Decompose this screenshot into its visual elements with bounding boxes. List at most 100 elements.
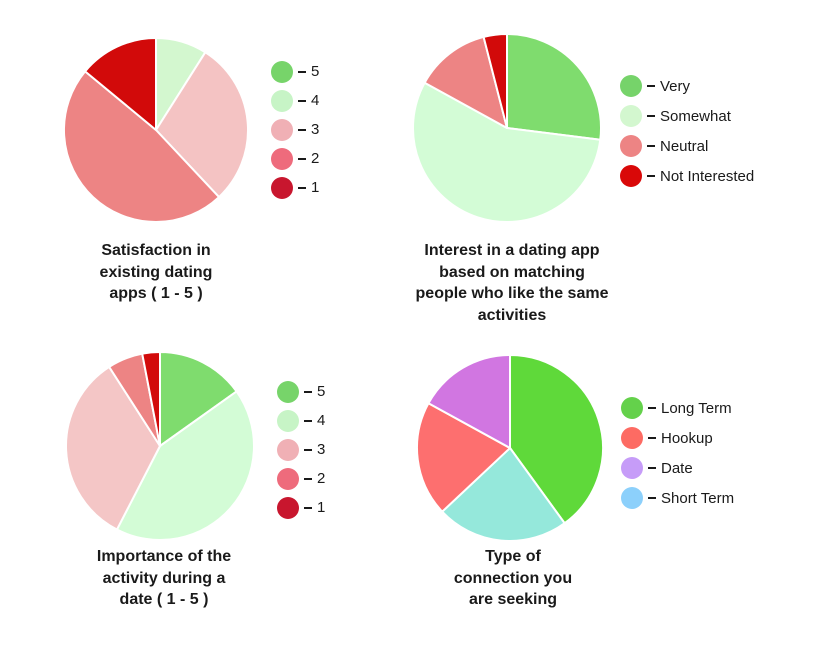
legend-swatch [277,467,299,490]
legend-item-4: 4 [271,86,319,115]
legend-label: 4 [317,412,326,429]
legend-dash [647,85,655,87]
legend-item-3: 3 [271,115,319,144]
legend-label: Long Term [661,399,732,417]
chart-title-line: existing dating [99,263,213,281]
legend-item-short-term: Short Term [621,483,734,513]
legend-item-somewhat: Somewhat [620,101,754,131]
chart-title-line: Importance of the [96,548,232,565]
legend-label: 3 [317,441,326,458]
pie-slice-4 [115,390,255,541]
pie-slice-1 [84,37,157,131]
legend-swatch [277,438,299,461]
pie-slice-hookup [416,402,511,513]
legend-dash [647,145,655,147]
legend-swatch [620,105,642,127]
pie-slice-2 [62,70,220,224]
caption-interest: Interest in a dating app based on matchi… [392,240,632,326]
legend-importance: 5 4 3 2 1 [277,377,325,522]
legend-dash [648,467,656,469]
legend-dash [304,448,312,451]
legend-item-2: 2 [271,144,319,173]
chart-title-line: connection you [453,569,573,587]
pie-slice-long-term [509,354,604,525]
legend-dash [298,186,306,189]
legend-item-4: 4 [277,406,325,435]
legend-dash [298,128,306,131]
legend-connection-type: Long Term Hookup Date Short Term [621,393,734,513]
pie-slice-3 [155,51,249,199]
legend-label: Date [661,459,693,477]
legend-label: Not Interested [660,167,755,185]
chart-title-line: based on matching [439,263,585,281]
legend-label: Very [660,77,691,95]
legend-item-not-interested: Not Interested [620,161,754,191]
legend-label: Hookup [661,429,713,447]
legend-dash [648,437,656,439]
pie-slice-2 [108,352,161,447]
legend-dash [298,157,306,160]
pie-slice-not-interested [482,32,508,129]
chart-title-line: Interest in a dating app [424,242,600,259]
legend-label: 2 [311,150,320,167]
legend-swatch [271,176,293,199]
legend-label: 1 [311,179,320,196]
legend-label: Somewhat [660,107,731,125]
legend-swatch [277,496,299,519]
legend-label: 5 [311,63,320,80]
legend-dash [304,390,312,393]
pie-slice-date [427,354,511,449]
chart-title-line: apps ( 1 - 5 ) [109,285,203,302]
pie-slice-short-term [441,447,566,542]
chart-title-line: people who like the same [415,285,609,302]
legend-dash [304,419,312,422]
legend-label: 3 [311,121,320,138]
legend-dash [298,70,306,73]
chart-title-line: Satisfaction in [101,242,211,259]
legend-label: 4 [311,92,320,109]
legend-item-very: Very [620,71,754,101]
legend-item-date: Date [621,453,734,483]
legend-label: Short Term [661,489,735,507]
legend-item-hookup: Hookup [621,423,734,453]
legend-dash [647,115,655,117]
legend-dash [648,407,656,409]
legend-swatch [271,147,293,170]
legend-swatch [271,89,293,112]
legend-swatch [621,397,643,419]
legend-swatch [277,409,299,432]
legend-label: 1 [317,499,326,516]
legend-swatch [620,75,642,97]
legend-item-long-term: Long Term [621,393,734,423]
pie-slice-somewhat [412,81,602,224]
legend-item-1: 1 [277,493,325,522]
chart-title-line: are seeking [468,591,558,608]
legend-swatch [277,380,299,403]
legend-swatch [620,135,642,157]
chart-title-line: activities [477,306,547,324]
chart-title-line: activity during a [102,569,226,587]
pie-slice-1 [141,351,161,447]
pie-slice-very [506,33,602,141]
chart-title-line: Type of [485,548,541,565]
chart-title-line: date ( 1 - 5 ) [119,591,209,608]
legend-satisfaction: 5 4 3 2 1 [271,57,319,202]
legend-swatch [621,487,643,509]
legend-interest: Very Somewhat Neutral Not Interested [620,71,754,191]
legend-swatch [621,457,643,479]
legend-item-neutral: Neutral [620,131,754,161]
legend-dash [647,175,655,177]
pie-slice-neutral [423,35,508,129]
caption-importance: Importance of the activity during a date… [64,546,264,611]
pie-slice-5 [159,351,238,447]
legend-dash [648,497,656,499]
legend-swatch [620,165,642,187]
legend-item-1: 1 [271,173,319,202]
legend-label: Neutral [660,137,709,155]
legend-swatch [271,118,293,141]
legend-item-5: 5 [271,57,319,86]
legend-dash [304,506,312,509]
legend-swatch [621,427,643,449]
legend-dash [298,99,306,102]
caption-satisfaction: Satisfaction in existing dating apps ( 1… [56,240,256,305]
